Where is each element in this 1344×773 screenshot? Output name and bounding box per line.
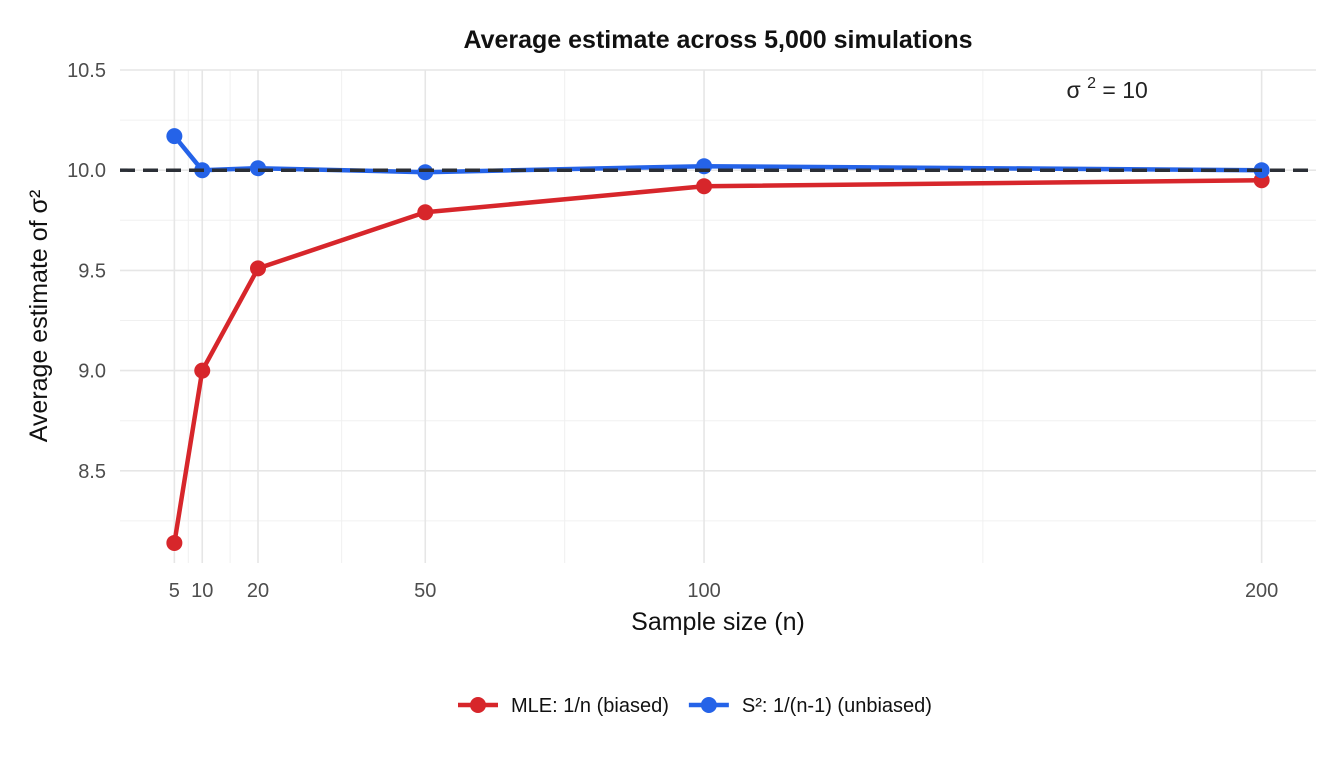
x-tick-label: 20 bbox=[247, 580, 269, 602]
data-point bbox=[194, 362, 211, 379]
x-tick-label: 100 bbox=[687, 580, 720, 602]
x-axis-title: Sample size (n) bbox=[631, 608, 805, 636]
y-tick-label: 8.5 bbox=[78, 461, 106, 483]
data-point bbox=[417, 164, 434, 181]
legend-key-point-0 bbox=[470, 697, 486, 713]
legend-label-0: MLE: 1/n (biased) bbox=[511, 695, 669, 717]
x-axis-ticks: 5 10 20 50 100 200 bbox=[169, 580, 1279, 602]
data-point bbox=[166, 534, 183, 551]
y-axis-title: Average estimate of σ² bbox=[25, 190, 53, 443]
series-line-0 bbox=[172, 177, 1264, 546]
annotation-equals: = 10 bbox=[1102, 77, 1147, 103]
data-point bbox=[250, 160, 266, 177]
data-point bbox=[417, 204, 434, 221]
data-point bbox=[166, 128, 183, 145]
legend-label-1: S²: 1/(n-1) (unbiased) bbox=[742, 695, 932, 717]
sigma-annotation: σ 2 = 10 bbox=[1066, 67, 1147, 103]
data-point bbox=[696, 178, 713, 195]
annotation-superscript: 2 bbox=[1087, 75, 1096, 92]
y-tick-label: 10.5 bbox=[67, 60, 106, 82]
x-tick-label: 50 bbox=[414, 580, 436, 602]
y-tick-label: 10.0 bbox=[67, 160, 106, 182]
data-point bbox=[250, 260, 266, 277]
y-tick-label: 9.0 bbox=[78, 361, 106, 383]
y-tick-label: 9.5 bbox=[78, 260, 106, 282]
legend: MLE: 1/n (biased) S²: 1/(n-1) (unbiased) bbox=[458, 695, 932, 717]
x-tick-label: 200 bbox=[1245, 580, 1278, 602]
x-tick-label: 5 bbox=[169, 580, 180, 602]
annotation-symbol: σ bbox=[1066, 77, 1080, 103]
x-tick-label: 10 bbox=[191, 580, 213, 602]
y-axis-ticks: 8.5 9.0 9.5 10.0 10.5 bbox=[67, 60, 106, 483]
legend-key-point-1 bbox=[700, 697, 717, 713]
chart-title: Average estimate across 5,000 simulation… bbox=[463, 26, 972, 54]
